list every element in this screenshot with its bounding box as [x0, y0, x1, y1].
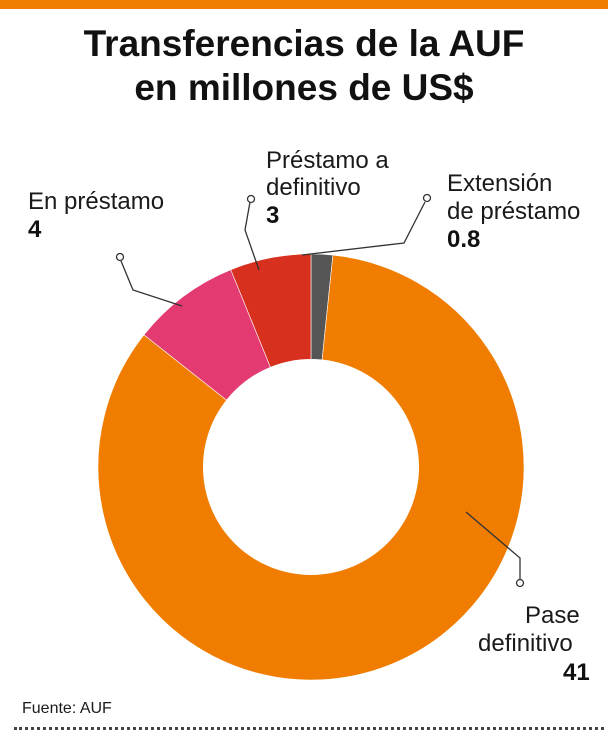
leader-line-en-prestamo — [120, 260, 183, 307]
donut-hole — [203, 359, 419, 575]
source-value: AUF — [79, 700, 112, 717]
label-extension-line1: Extensión — [447, 170, 552, 197]
chart-title-line-1: Transferencias de la AUF — [83, 23, 525, 64]
value-pase: 41 — [563, 659, 590, 686]
label-extension-line2: de préstamo — [447, 198, 580, 225]
leader-line-prestamo-def — [244, 201, 260, 271]
leader-dot-en-prestamo — [115, 252, 125, 262]
leader-dot-extension — [422, 193, 432, 203]
top-accent-bar — [0, 0, 608, 9]
leader-dot-prestamo-def — [246, 194, 256, 204]
leader-dot-pase — [515, 578, 525, 588]
leader-line-extension — [301, 201, 426, 256]
leader-line-pase — [465, 511, 521, 580]
label-prestamo-def-line1: Préstamo a — [266, 147, 389, 174]
source-label: Fuente: — [22, 700, 77, 717]
chart-title: Transferencias de la AUF en millones de … — [0, 22, 608, 110]
label-prestamo-def-line2: definitivo — [266, 174, 361, 201]
label-en-prestamo: En préstamo — [28, 188, 164, 215]
value-en-prestamo: 4 — [28, 216, 42, 243]
value-extension: 0.8 — [447, 226, 480, 253]
value-prestamo-def: 3 — [266, 202, 279, 229]
label-pase-line2: definitivo — [478, 630, 573, 657]
label-pase-line1: Pase — [525, 602, 580, 629]
source-note: Fuente: AUF — [22, 700, 112, 718]
chart-title-line-2: en millones de US$ — [134, 67, 474, 108]
footer-dotted-line — [14, 727, 604, 730]
